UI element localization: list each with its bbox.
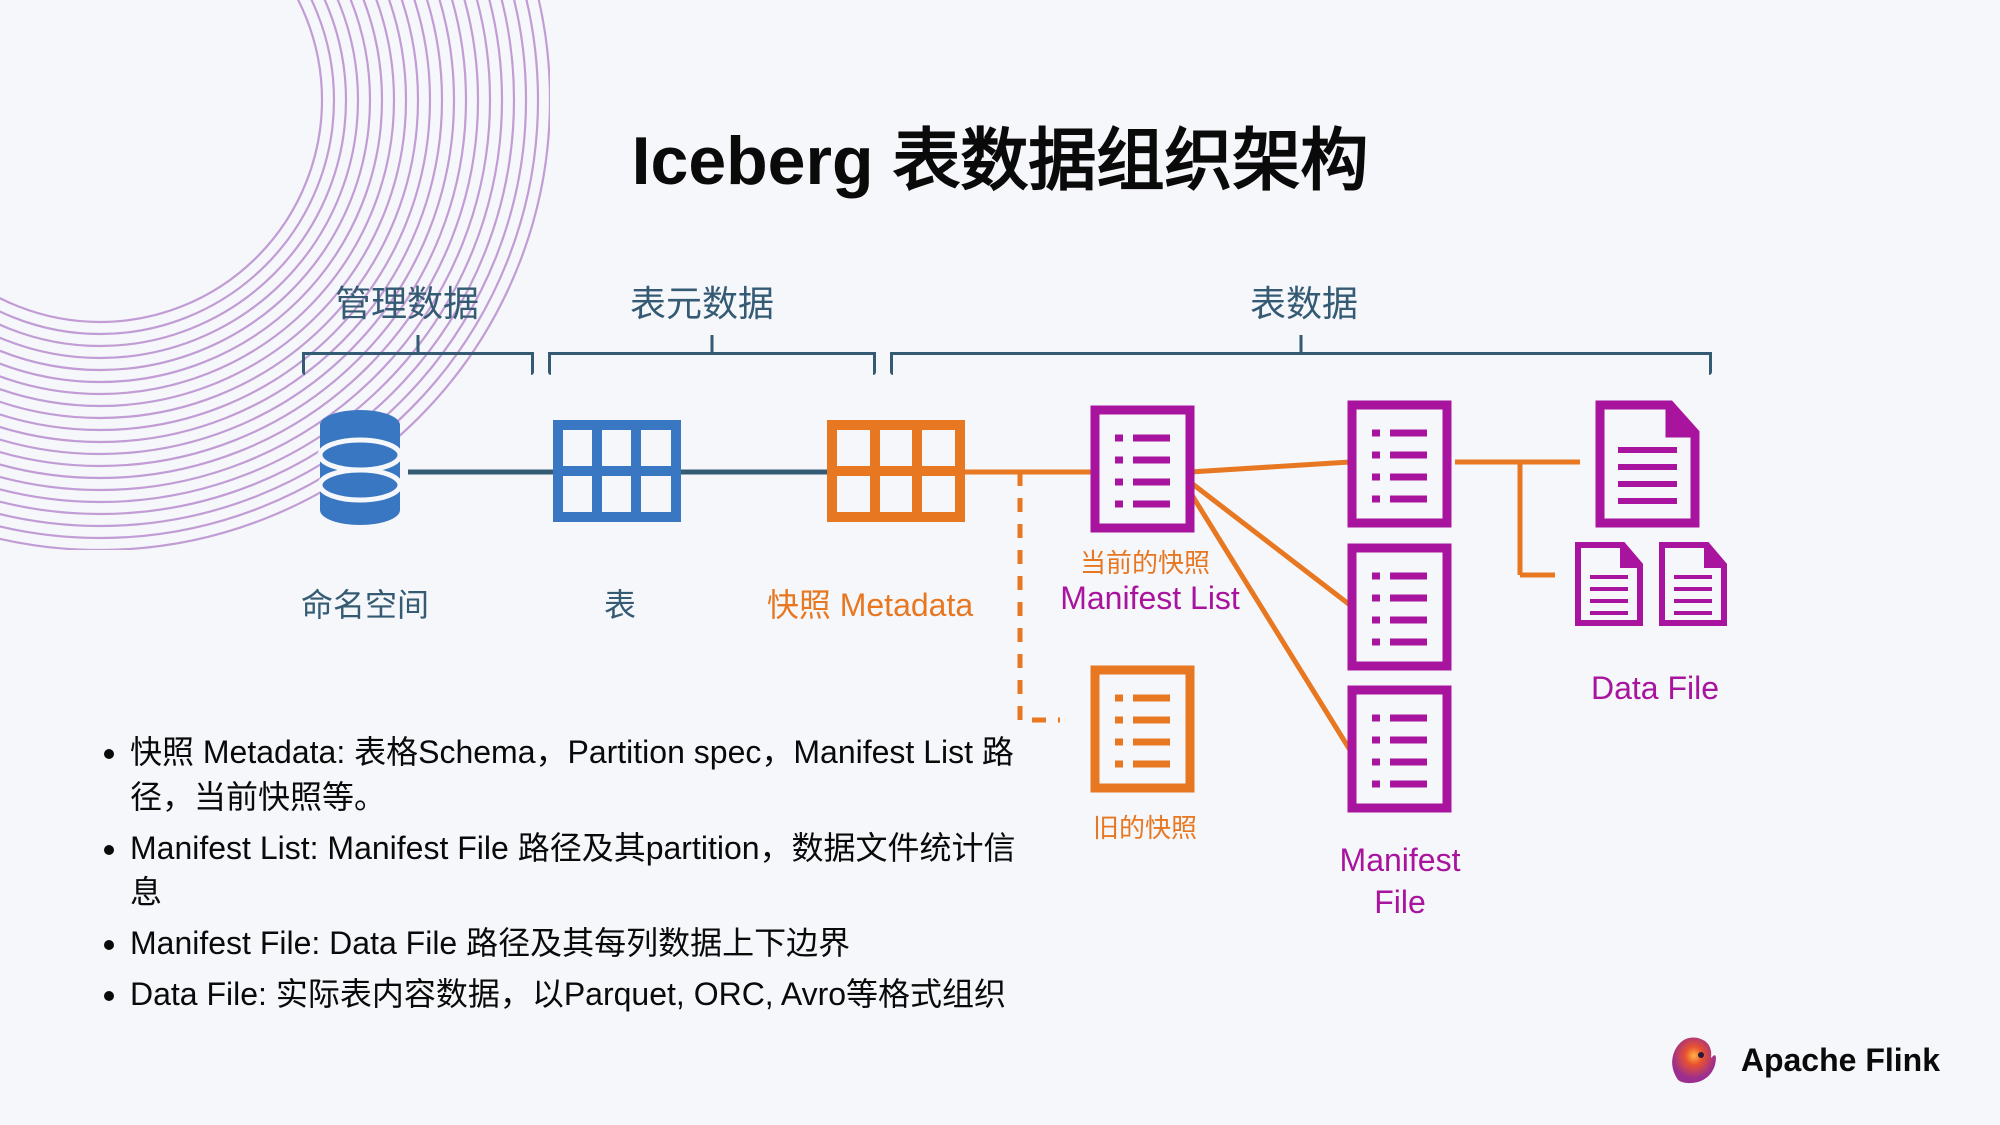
manifest-list-current-icon <box>1095 410 1190 528</box>
section-data-label: 表数据 <box>1250 275 1358 327</box>
data-file-small-1-icon <box>1578 545 1640 623</box>
bullet-item: Manifest File: Data File 路径及其每列数据上下边界 <box>130 921 1030 966</box>
namespace-label: 命名空间 <box>280 580 450 626</box>
bullet-list: 快照 Metadata: 表格Schema，Partition spec，Man… <box>100 730 1030 1023</box>
current-snapshot-label: 当前的快照 <box>1065 543 1225 580</box>
section-mgmt-label: 管理数据 <box>335 275 479 327</box>
data-file-small-2-icon <box>1662 545 1724 623</box>
bracket-mgmt <box>302 352 534 355</box>
table-label: 表 <box>580 580 660 626</box>
bracket-data <box>890 352 1712 355</box>
section-meta-label: 表元数据 <box>630 275 774 327</box>
manifest-list-old-icon <box>1095 670 1190 788</box>
old-snapshot-label: 旧的快照 <box>1065 808 1225 845</box>
namespace-icon <box>320 410 400 525</box>
slide-title: Iceberg 表数据组织架构 <box>632 105 1369 204</box>
snapshot-meta-label: 快照 Metadata <box>740 580 1000 626</box>
manifest-file-2-icon <box>1352 548 1447 666</box>
footer-logo: Apache Flink <box>1663 1030 1940 1090</box>
bullet-item: 快照 Metadata: 表格Schema，Partition spec，Man… <box>130 730 1030 820</box>
bullet-item: Manifest List: Manifest File 路径及其partiti… <box>130 826 1030 916</box>
manifest-file-1-icon <box>1352 405 1447 523</box>
bullet-item: Data File: 实际表内容数据，以Parquet, ORC, Avro等格… <box>130 972 1030 1017</box>
manifest-file-label: Manifest File <box>1310 840 1490 923</box>
manifest-list-label: Manifest List <box>1040 580 1260 617</box>
footer-text: Apache Flink <box>1741 1042 1940 1079</box>
snapshot-meta-icon <box>832 425 960 517</box>
data-file-big-icon <box>1600 405 1695 523</box>
table-icon <box>558 425 676 517</box>
data-file-label: Data File <box>1555 670 1755 707</box>
manifest-file-3-icon <box>1352 690 1447 808</box>
bracket-meta <box>548 352 876 355</box>
flink-squirrel-icon <box>1663 1030 1723 1090</box>
